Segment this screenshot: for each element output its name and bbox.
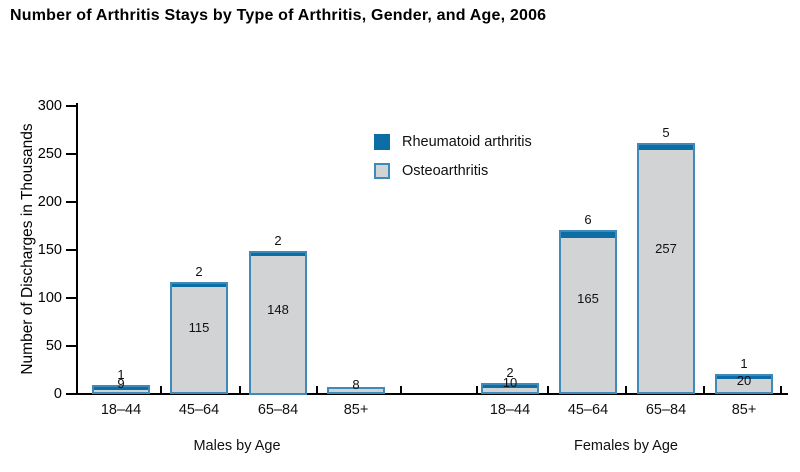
bar-value-rheumatoid-females-18-44: 2 — [506, 364, 514, 380]
x-tick — [239, 385, 241, 394]
x-tick — [476, 385, 478, 394]
y-tick — [66, 344, 76, 347]
bar-females-18-44 — [481, 382, 539, 395]
bar-females-65-84 — [637, 142, 695, 395]
legend-swatch-rheumatoid-icon — [374, 133, 390, 150]
bar-segment-rheumatoid-females-18-44 — [483, 384, 537, 388]
x-tick — [400, 385, 402, 394]
x-category-label-males-18-44: 18–44 — [100, 402, 142, 418]
y-tick-label: 300 — [37, 97, 62, 114]
bar-value-osteoarthritis-males-85plus: 8 — [352, 376, 360, 392]
chart-title: Number of Arthritis Stays by Type of Art… — [10, 7, 547, 24]
bar-males-85plus — [327, 386, 385, 395]
bar-females-45-64 — [559, 230, 617, 395]
x-tick — [160, 385, 162, 394]
x-category-label-females-65-84: 65–84 — [645, 402, 687, 418]
bar-segment-rheumatoid-females-45-64 — [561, 232, 615, 239]
x-tick — [703, 385, 705, 394]
bar-segment-rheumatoid-females-85plus — [717, 376, 771, 380]
y-tick — [66, 392, 76, 395]
y-tick-label: 100 — [37, 289, 62, 306]
x-tick — [547, 385, 549, 394]
bar-segment-rheumatoid-males-65-84 — [251, 252, 305, 256]
y-axis-line — [76, 103, 78, 395]
x-tick — [316, 385, 318, 394]
bar-males-18-44 — [92, 384, 150, 395]
legend-swatch-osteoarthritis-icon — [374, 162, 390, 179]
x-category-label-males-85plus: 85+ — [343, 402, 369, 418]
bar-males-65-84 — [249, 250, 307, 395]
legend: Rheumatoid arthritis Osteoarthritis — [374, 133, 532, 191]
y-tick-label: 150 — [37, 241, 62, 258]
bar-value-osteoarthritis-males-18-44: 9 — [117, 375, 125, 391]
bar-males-45-64 — [170, 282, 228, 395]
y-tick-label: 50 — [45, 337, 62, 354]
bar-females-85plus — [715, 374, 773, 395]
y-tick — [66, 200, 76, 203]
x-category-label-males-65-84: 65–84 — [257, 402, 299, 418]
x-category-label-females-18-44: 18–44 — [489, 402, 531, 418]
y-tick-label: 200 — [37, 193, 62, 210]
bar-value-rheumatoid-females-85plus: 1 — [740, 356, 748, 372]
group-label-males: Males by Age — [193, 438, 281, 454]
y-tick — [66, 104, 76, 107]
group-label-females: Females by Age — [574, 438, 678, 454]
bar-value-osteoarthritis-females-45-64: 165 — [577, 290, 599, 306]
y-tick — [66, 152, 76, 155]
bar-value-rheumatoid-males-65-84: 2 — [274, 232, 282, 248]
legend-label-osteoarthritis: Osteoarthritis — [402, 162, 489, 179]
legend-item-osteoarthritis: Osteoarthritis — [374, 162, 532, 179]
y-tick — [66, 296, 76, 299]
bar-value-osteoarthritis-females-18-44: 10 — [502, 374, 518, 390]
y-tick-label: 250 — [37, 145, 62, 162]
y-tick — [66, 248, 76, 251]
x-category-label-males-45-64: 45–64 — [178, 402, 220, 418]
legend-label-rheumatoid: Rheumatoid arthritis — [402, 133, 532, 150]
bar-value-osteoarthritis-females-85plus: 20 — [736, 373, 752, 388]
bar-segment-rheumatoid-females-65-84 — [639, 144, 693, 150]
x-category-label-females-85plus: 85+ — [731, 402, 757, 418]
x-category-label-females-45-64: 45–64 — [567, 402, 609, 418]
bar-segment-rheumatoid-males-45-64 — [172, 284, 226, 288]
x-axis-line — [76, 392, 788, 395]
x-tick — [780, 385, 782, 394]
x-tick — [625, 385, 627, 394]
bar-value-rheumatoid-females-65-84: 5 — [662, 124, 670, 140]
bar-value-osteoarthritis-females-65-84: 257 — [655, 241, 677, 257]
y-tick-label: 0 — [53, 385, 62, 402]
bar-value-rheumatoid-males-18-44: 1 — [117, 366, 125, 382]
bar-value-osteoarthritis-males-45-64: 115 — [188, 320, 210, 336]
bar-value-rheumatoid-females-45-64: 6 — [584, 212, 592, 228]
bar-segment-rheumatoid-males-18-44 — [94, 386, 148, 390]
legend-item-rheumatoid: Rheumatoid arthritis — [374, 133, 532, 150]
bar-value-osteoarthritis-males-65-84: 148 — [267, 302, 289, 318]
bar-value-rheumatoid-males-45-64: 2 — [195, 264, 203, 280]
